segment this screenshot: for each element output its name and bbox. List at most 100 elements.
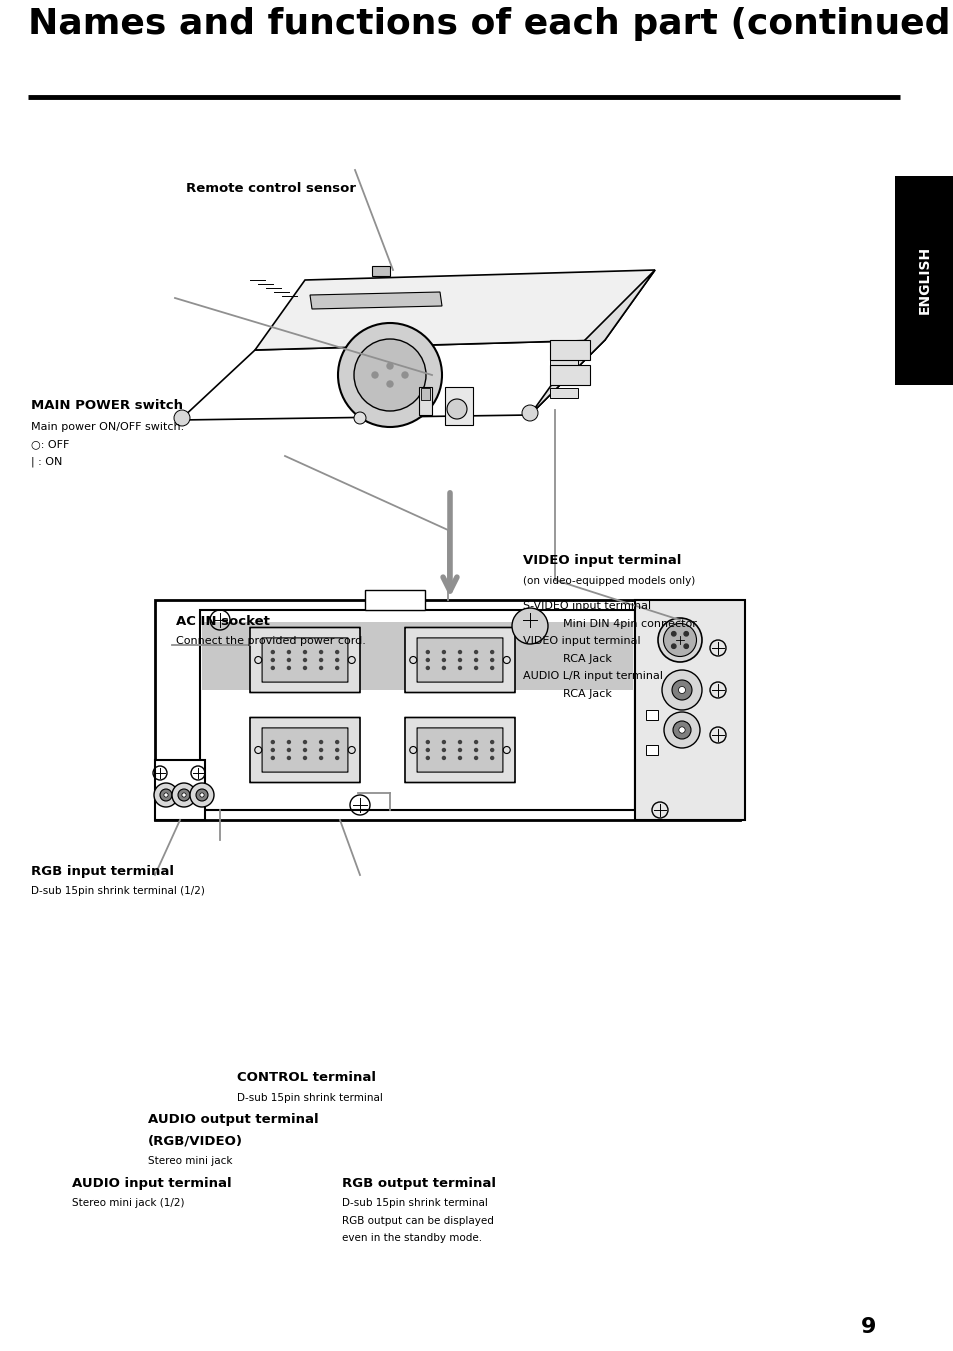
Circle shape bbox=[442, 666, 445, 670]
Circle shape bbox=[348, 657, 355, 663]
Circle shape bbox=[458, 748, 461, 751]
Circle shape bbox=[490, 651, 493, 654]
Text: Names and functions of each part (continued): Names and functions of each part (contin… bbox=[28, 7, 953, 41]
Text: S-VIDEO input terminal: S-VIDEO input terminal bbox=[522, 601, 650, 611]
Circle shape bbox=[190, 784, 213, 807]
Circle shape bbox=[474, 666, 477, 670]
Circle shape bbox=[458, 666, 461, 670]
Text: RCA Jack: RCA Jack bbox=[562, 689, 611, 698]
Circle shape bbox=[683, 644, 688, 648]
Circle shape bbox=[661, 670, 701, 711]
Bar bbox=[635, 600, 744, 820]
Text: AC IN socket: AC IN socket bbox=[176, 615, 270, 628]
Text: VIDEO input terminal: VIDEO input terminal bbox=[522, 636, 639, 646]
Text: D-sub 15pin shrink terminal: D-sub 15pin shrink terminal bbox=[341, 1198, 487, 1208]
Circle shape bbox=[195, 789, 208, 801]
Bar bbox=[444, 386, 473, 426]
FancyBboxPatch shape bbox=[405, 717, 515, 782]
Text: RGB output can be displayed: RGB output can be displayed bbox=[341, 1216, 493, 1225]
Circle shape bbox=[490, 757, 493, 759]
Text: AUDIO output terminal: AUDIO output terminal bbox=[148, 1113, 318, 1127]
Circle shape bbox=[658, 617, 701, 662]
Circle shape bbox=[287, 651, 290, 654]
Bar bbox=[550, 373, 578, 382]
Circle shape bbox=[679, 727, 684, 734]
Bar bbox=[154, 761, 205, 820]
Circle shape bbox=[319, 740, 322, 743]
Circle shape bbox=[387, 363, 393, 369]
Circle shape bbox=[442, 658, 445, 662]
Circle shape bbox=[319, 651, 322, 654]
Text: AUDIO L/R input terminal: AUDIO L/R input terminal bbox=[522, 671, 662, 681]
Text: | : ON: | : ON bbox=[30, 457, 62, 467]
Circle shape bbox=[521, 405, 537, 422]
Text: Stereo mini jack (1/2): Stereo mini jack (1/2) bbox=[71, 1198, 184, 1208]
Circle shape bbox=[672, 721, 690, 739]
Text: Mini DIN 4pin connector: Mini DIN 4pin connector bbox=[562, 619, 696, 628]
Circle shape bbox=[287, 666, 290, 670]
Circle shape bbox=[271, 666, 274, 670]
FancyBboxPatch shape bbox=[405, 627, 515, 693]
Text: Remote control sensor: Remote control sensor bbox=[186, 182, 355, 196]
Circle shape bbox=[662, 624, 696, 657]
Text: AUDIO input terminal: AUDIO input terminal bbox=[71, 1177, 231, 1190]
Circle shape bbox=[319, 658, 322, 662]
Circle shape bbox=[474, 740, 477, 743]
Text: Connect the provided power cord.: Connect the provided power cord. bbox=[176, 636, 366, 646]
Text: RCA Jack: RCA Jack bbox=[562, 654, 611, 663]
Bar bbox=[550, 340, 589, 359]
Circle shape bbox=[503, 747, 510, 754]
Circle shape bbox=[683, 631, 688, 636]
Bar bbox=[365, 590, 424, 611]
Circle shape bbox=[426, 651, 429, 654]
Circle shape bbox=[512, 608, 547, 644]
Circle shape bbox=[287, 740, 290, 743]
Circle shape bbox=[178, 789, 190, 801]
Circle shape bbox=[458, 651, 461, 654]
FancyBboxPatch shape bbox=[250, 717, 359, 782]
Circle shape bbox=[271, 651, 274, 654]
Circle shape bbox=[410, 747, 416, 754]
Bar bbox=[154, 600, 740, 820]
Circle shape bbox=[182, 793, 186, 797]
Circle shape bbox=[354, 412, 366, 424]
Circle shape bbox=[474, 748, 477, 751]
Circle shape bbox=[160, 789, 172, 801]
Text: RGB input terminal: RGB input terminal bbox=[30, 865, 173, 878]
Text: Stereo mini jack: Stereo mini jack bbox=[148, 1156, 233, 1166]
Bar bbox=[550, 343, 578, 353]
Circle shape bbox=[442, 651, 445, 654]
Text: ○: OFF: ○: OFF bbox=[30, 439, 69, 449]
Circle shape bbox=[335, 740, 338, 743]
Circle shape bbox=[254, 657, 261, 663]
Circle shape bbox=[337, 323, 441, 427]
FancyBboxPatch shape bbox=[250, 627, 359, 693]
FancyBboxPatch shape bbox=[416, 728, 502, 773]
Circle shape bbox=[447, 399, 467, 419]
Circle shape bbox=[426, 666, 429, 670]
Circle shape bbox=[671, 644, 676, 648]
Circle shape bbox=[319, 757, 322, 759]
Text: D-sub 15pin shrink terminal (1/2): D-sub 15pin shrink terminal (1/2) bbox=[30, 886, 204, 896]
FancyBboxPatch shape bbox=[262, 638, 348, 682]
Text: CONTROL terminal: CONTROL terminal bbox=[236, 1071, 375, 1085]
Circle shape bbox=[153, 784, 178, 807]
Circle shape bbox=[319, 666, 322, 670]
Circle shape bbox=[335, 666, 338, 670]
Circle shape bbox=[319, 748, 322, 751]
Text: even in the standby mode.: even in the standby mode. bbox=[341, 1233, 481, 1243]
Circle shape bbox=[303, 740, 306, 743]
Bar bbox=[372, 266, 390, 276]
Circle shape bbox=[442, 748, 445, 751]
Bar bbox=[550, 365, 589, 385]
Circle shape bbox=[671, 680, 691, 700]
Circle shape bbox=[354, 339, 426, 411]
Circle shape bbox=[303, 651, 306, 654]
Bar bbox=[200, 611, 635, 811]
Circle shape bbox=[335, 757, 338, 759]
Text: Main power ON/OFF switch.: Main power ON/OFF switch. bbox=[30, 422, 184, 431]
Circle shape bbox=[410, 657, 416, 663]
Circle shape bbox=[287, 658, 290, 662]
Circle shape bbox=[490, 658, 493, 662]
Circle shape bbox=[200, 793, 204, 797]
